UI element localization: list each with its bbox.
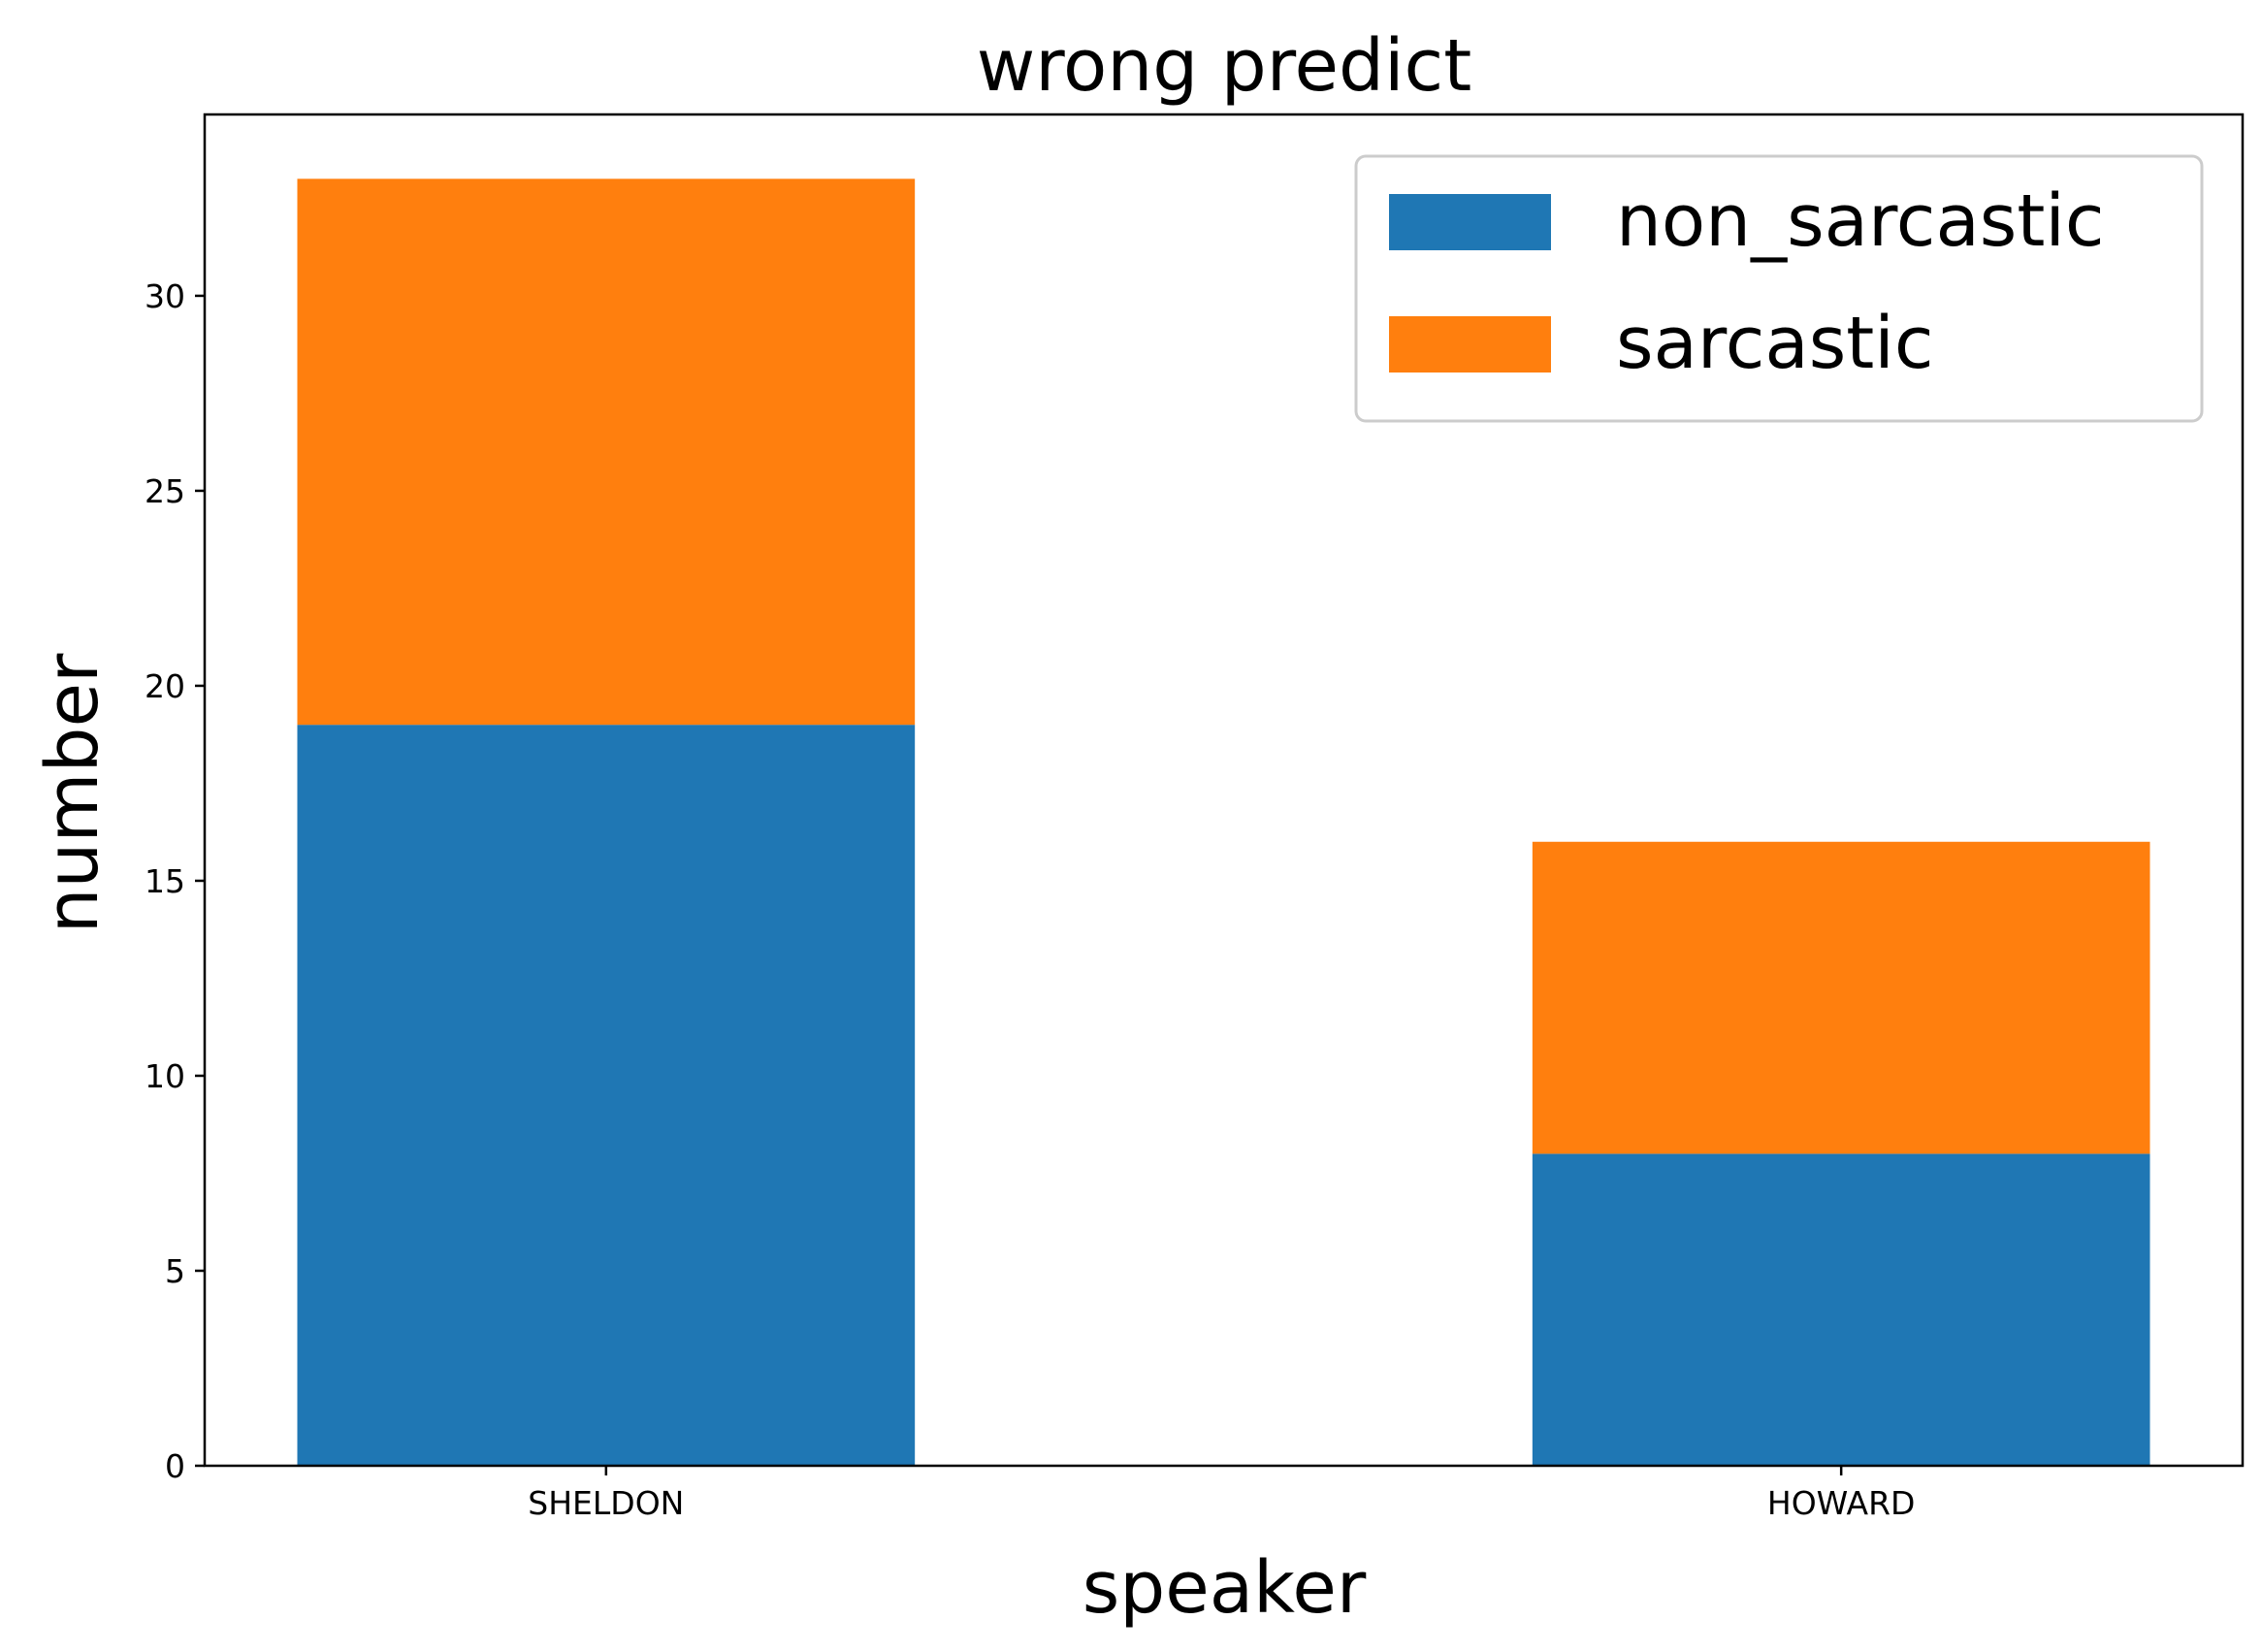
y-tick-label: 5 <box>165 1252 185 1290</box>
legend-box <box>1354 154 2204 423</box>
chart-title: wrong predict <box>977 24 1472 108</box>
y-tick-label: 25 <box>145 472 185 510</box>
bar-non-sarcastic-howard <box>1532 1153 2150 1466</box>
y-axis-title: number <box>31 653 114 933</box>
y-tick-label: 10 <box>145 1057 185 1095</box>
legend-label-sarcastic: sarcastic <box>1616 302 1934 385</box>
y-tick-label: 15 <box>145 862 185 900</box>
y-tick-label: 30 <box>145 277 185 315</box>
y-axis: 0 5 10 15 20 25 30 <box>145 277 205 1485</box>
y-tick-label: 20 <box>145 667 185 705</box>
legend-label-non-sarcastic: non_sarcastic <box>1616 179 2105 263</box>
x-tick-label-sheldon: SHELDON <box>528 1484 684 1522</box>
legend-swatch-non-sarcastic <box>1389 194 1551 250</box>
bar-sarcastic-sheldon <box>297 178 916 726</box>
bar-non-sarcastic-sheldon <box>297 725 916 1466</box>
bar-sarcastic-howard <box>1532 841 2150 1154</box>
x-tick-label-howard: HOWARD <box>1767 1484 1916 1522</box>
legend-swatch-sarcastic <box>1389 316 1551 373</box>
legend: non_sarcastic sarcastic <box>1354 154 2204 423</box>
y-tick-label: 0 <box>165 1447 185 1485</box>
plot-frame <box>203 113 2245 1468</box>
x-axis-title: speaker <box>1083 1546 1367 1630</box>
bars-group <box>297 178 2150 1466</box>
x-axis: SHELDON HOWARD <box>528 1466 1915 1522</box>
